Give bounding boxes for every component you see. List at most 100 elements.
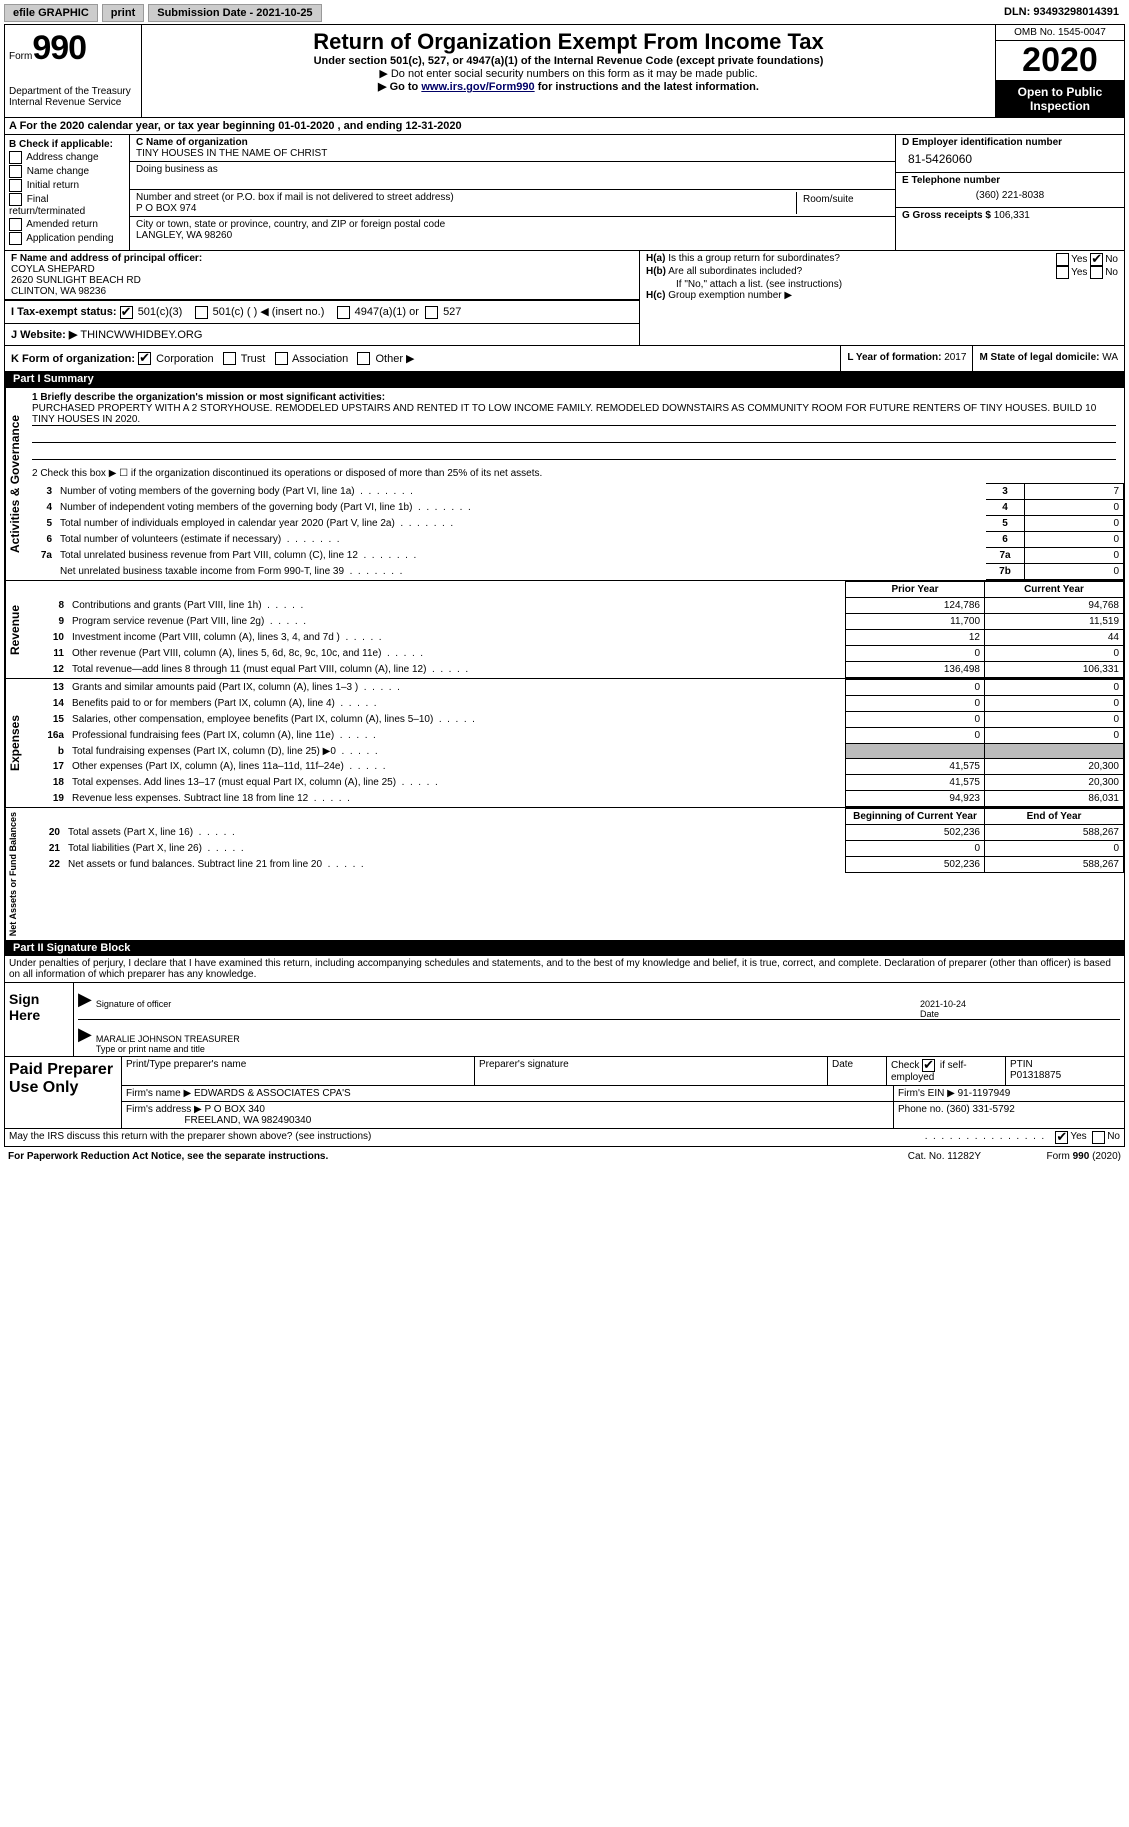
ha-yes[interactable] bbox=[1056, 253, 1069, 266]
sig-name-label: Type or print name and title bbox=[96, 1044, 205, 1054]
hb-yes[interactable] bbox=[1056, 266, 1069, 279]
table-row: 10Investment income (Part VIII, column (… bbox=[24, 630, 1124, 646]
room-label: Room/suite bbox=[797, 192, 889, 214]
check-final[interactable]: Final return/terminated bbox=[9, 193, 125, 217]
firm-addr: P O BOX 340 bbox=[205, 1104, 265, 1115]
sig-name: MARALIE JOHNSON TREASURER bbox=[96, 1034, 240, 1044]
print-button[interactable]: print bbox=[102, 4, 144, 22]
check-corp[interactable] bbox=[138, 352, 151, 365]
discuss-label: May the IRS discuss this return with the… bbox=[9, 1131, 925, 1144]
exp-table: 13Grants and similar amounts paid (Part … bbox=[24, 679, 1124, 807]
arrow-icon: ▶ bbox=[78, 999, 92, 1019]
org-name: TINY HOUSES IN THE NAME OF CHRIST bbox=[136, 148, 889, 159]
part2-title: Part II Signature Block bbox=[13, 942, 130, 954]
side-exp: Expenses bbox=[5, 679, 24, 807]
website-value: THINCWWHIDBEY.ORG bbox=[80, 329, 202, 341]
check-501c[interactable] bbox=[195, 306, 208, 319]
side-net: Net Assets or Fund Balances bbox=[5, 808, 20, 940]
mission-box: 1 Briefly describe the organization's mi… bbox=[24, 388, 1124, 483]
officer-addr2: CLINTON, WA 98236 bbox=[11, 286, 633, 297]
ha-label: H(a) Is this a group return for subordin… bbox=[646, 253, 1056, 266]
check-other[interactable] bbox=[357, 352, 370, 365]
rev-section: Revenue Prior YearCurrent Year 8Contribu… bbox=[5, 580, 1124, 678]
hb-label: H(b) Are all subordinates included? bbox=[646, 266, 1056, 279]
check-assoc[interactable] bbox=[275, 352, 288, 365]
table-row: 22Net assets or fund balances. Subtract … bbox=[20, 857, 1124, 873]
note-link: ▶ Go to www.irs.gov/Form990 for instruct… bbox=[146, 80, 991, 93]
check-amended[interactable]: Amended return bbox=[9, 218, 125, 231]
form-title-box: Return of Organization Exempt From Incom… bbox=[142, 25, 996, 117]
submission-date: Submission Date - 2021-10-25 bbox=[148, 4, 321, 22]
firm-addr-label: Firm's address ▶ bbox=[126, 1104, 205, 1115]
form-subtitle: Under section 501(c), 527, or 4947(a)(1)… bbox=[146, 55, 991, 67]
net-table: Beginning of Current YearEnd of Year 20T… bbox=[20, 808, 1124, 873]
tax-year: 2020 bbox=[996, 41, 1124, 81]
hb-note: If "No," attach a list. (see instruction… bbox=[646, 279, 1118, 290]
footer-left: For Paperwork Reduction Act Notice, see … bbox=[8, 1151, 908, 1162]
col-begin: Beginning of Current Year bbox=[846, 809, 985, 825]
prep-sig-label: Preparer's signature bbox=[474, 1057, 827, 1085]
phone-label: E Telephone number bbox=[902, 175, 1118, 186]
tax-status-label: I Tax-exempt status: bbox=[11, 306, 117, 318]
table-row: 15Salaries, other compensation, employee… bbox=[24, 712, 1124, 728]
ha-no[interactable] bbox=[1090, 253, 1103, 266]
check-self-emp[interactable] bbox=[922, 1059, 935, 1072]
open-public-badge: Open to Public Inspection bbox=[996, 81, 1124, 117]
k-label: K Form of organization: bbox=[11, 353, 135, 365]
table-row: 16aProfessional fundraising fees (Part I… bbox=[24, 728, 1124, 744]
dept-label: Department of the Treasury Internal Reve… bbox=[9, 86, 137, 108]
check-initial[interactable]: Initial return bbox=[9, 179, 125, 192]
hb-no[interactable] bbox=[1090, 266, 1103, 279]
arrow-icon: ▶ bbox=[78, 1034, 92, 1054]
footer-right: Form 990 (2020) bbox=[981, 1151, 1121, 1162]
section-k: K Form of organization: Corporation Trus… bbox=[5, 345, 1124, 372]
efile-button[interactable]: efile GRAPHIC bbox=[4, 4, 98, 22]
website-label: J Website: ▶ bbox=[11, 329, 80, 341]
declaration: Under penalties of perjury, I declare th… bbox=[5, 956, 1124, 982]
table-row: 8Contributions and grants (Part VIII, li… bbox=[24, 598, 1124, 614]
check-name[interactable]: Name change bbox=[9, 165, 125, 178]
form-title: Return of Organization Exempt From Incom… bbox=[146, 29, 991, 55]
table-row: Net unrelated business taxable income fr… bbox=[24, 564, 1124, 580]
addr-label: Number and street (or P.O. box if mail i… bbox=[136, 192, 796, 203]
sig-officer-label: Signature of officer bbox=[96, 999, 920, 1019]
check-4947[interactable] bbox=[337, 306, 350, 319]
section-b-label: B Check if applicable: bbox=[9, 139, 125, 150]
section-a: A For the 2020 calendar year, or tax yea… bbox=[5, 118, 1124, 135]
form-number: 990 bbox=[32, 29, 86, 67]
gov-table: 3Number of voting members of the governi… bbox=[24, 483, 1124, 580]
table-row: 4Number of independent voting members of… bbox=[24, 500, 1124, 516]
check-trust[interactable] bbox=[223, 352, 236, 365]
city-label: City or town, state or province, country… bbox=[136, 219, 889, 230]
check-501c3[interactable] bbox=[120, 306, 133, 319]
discuss-no[interactable] bbox=[1092, 1131, 1105, 1144]
section-j: J Website: ▶ THINCWWHIDBEY.ORG bbox=[5, 323, 639, 345]
sign-here-label: Sign Here bbox=[5, 983, 74, 1056]
check-pending[interactable]: Application pending bbox=[9, 232, 125, 245]
org-name-label: C Name of organization bbox=[136, 137, 889, 148]
check-527[interactable] bbox=[425, 306, 438, 319]
table-row: 20Total assets (Part X, line 16) . . . .… bbox=[20, 825, 1124, 841]
prep-name-label: Print/Type preparer's name bbox=[121, 1057, 474, 1085]
firm-city: FREELAND, WA 982490340 bbox=[184, 1115, 311, 1126]
paid-preparer-row: Paid Preparer Use Only Print/Type prepar… bbox=[5, 1056, 1124, 1128]
check-address[interactable]: Address change bbox=[9, 151, 125, 164]
side-gov: Activities & Governance bbox=[5, 388, 24, 580]
officer-label: F Name and address of principal officer: bbox=[11, 253, 633, 264]
discuss-yes[interactable] bbox=[1055, 1131, 1068, 1144]
mission-text: PURCHASED PROPERTY WITH A 2 STORYHOUSE. … bbox=[32, 403, 1116, 426]
page-footer: For Paperwork Reduction Act Notice, see … bbox=[4, 1147, 1125, 1164]
top-toolbar: efile GRAPHIC print Submission Date - 20… bbox=[4, 4, 1125, 22]
sign-here-row: Sign Here ▶ Signature of officer 2021-10… bbox=[5, 982, 1124, 1056]
gross-value: 106,331 bbox=[994, 210, 1030, 221]
irs-link[interactable]: www.irs.gov/Form990 bbox=[421, 81, 534, 93]
col-current: Current Year bbox=[985, 582, 1124, 598]
dba-label: Doing business as bbox=[136, 164, 889, 175]
ptin-label: PTIN bbox=[1010, 1059, 1033, 1070]
hc-label: H(c) Group exemption number ▶ bbox=[646, 290, 1118, 301]
gov-section: Activities & Governance 1 Briefly descri… bbox=[5, 387, 1124, 580]
info-grid: B Check if applicable: Address change Na… bbox=[5, 135, 1124, 250]
table-row: 14Benefits paid to or for members (Part … bbox=[24, 696, 1124, 712]
table-row: 11Other revenue (Part VIII, column (A), … bbox=[24, 646, 1124, 662]
footer-mid: Cat. No. 11282Y bbox=[908, 1151, 981, 1162]
